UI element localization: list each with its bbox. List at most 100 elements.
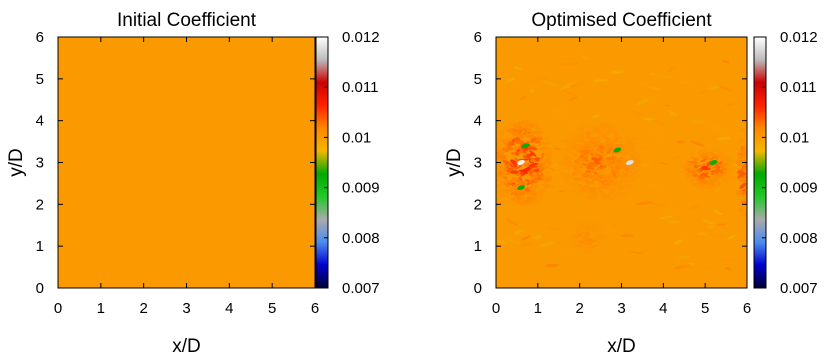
heatmap-blob [581,188,586,193]
heatmap-streak [647,87,663,91]
heatmap-blob [564,123,573,130]
heatmap-blob [606,157,612,161]
heatmap-blob [700,172,709,177]
heatmap-blob [720,183,726,186]
colorbar-tick-label: 0.012 [342,29,380,46]
heatmap-streak [546,227,564,230]
heatmap-blob [621,144,626,149]
heatmap-blob [613,139,618,144]
heatmap-blob [706,184,715,190]
heatmap-blob [682,164,689,169]
heatmap-blob [574,232,578,237]
heatmap-streak [595,81,605,87]
heatmap-blob [737,156,744,159]
chart-title: Initial Coefficient [117,10,257,31]
heatmap-blob [596,173,605,179]
heatmap-blob [537,171,542,176]
y-tick-label: 2 [474,196,482,213]
heatmap-blob [529,150,537,157]
heatmap-blob [540,141,549,149]
heatmap-blob [719,170,724,174]
x-tick-label: 2 [575,300,583,317]
heatmap-streak [722,60,730,64]
heatmap-blob [700,175,704,180]
heatmap-blob [575,250,583,259]
heatmap-blob [544,175,553,182]
heatmap-blob [612,175,618,179]
heatmap-blob [597,122,608,129]
heatmap-blob [604,140,612,145]
heatmap-blob [565,137,574,142]
colorbar-tick-label: 0.012 [780,29,818,46]
heatmap-blob [739,209,747,214]
heatmap-blob [739,182,747,189]
heatmap-blob [626,170,631,175]
heatmap-streak [611,223,618,228]
heatmap-blob [726,149,731,154]
heatmap-streak [615,261,624,265]
heatmap-blob [624,151,629,156]
heatmap-blob [713,154,719,157]
heatmap-blob [631,180,638,184]
heatmap-blob [502,147,510,152]
heatmap-blob [522,201,529,205]
heatmap-blob [634,168,639,173]
heatmap-blob [581,162,589,167]
heatmap-blob [515,140,525,145]
heatmap-blob [628,171,637,177]
heatmap-blob [742,174,747,181]
heatmap-blob [623,166,630,172]
heatmap-blob [587,174,596,179]
heatmap-blob [574,235,582,239]
heatmap-blob [508,185,516,193]
heatmap-blob [717,149,722,154]
heatmap-blob [570,224,577,228]
heatmap-blob [541,153,545,158]
heatmap-streak [711,106,726,114]
heatmap-blob [496,179,504,183]
heatmap-blob [496,174,504,177]
heatmap-streak [577,267,588,272]
heatmap-blob [594,244,598,247]
heatmap-blob [512,123,521,129]
heatmap-blob [533,168,540,173]
heatmap-blob [624,126,628,130]
heatmap-blob [737,173,746,179]
heatmap-blob [623,185,633,190]
heatmap-blob [601,228,608,233]
heatmap-blob [577,224,587,230]
colorbar-tick-label: 0.01 [342,129,371,146]
heatmap-blob [576,228,581,233]
heatmap-blob [611,193,617,198]
heatmap-blob [496,166,500,172]
heatmap-blob [566,193,573,197]
heatmap-blob [723,156,730,161]
chart-title: Optimised Coefficient [531,10,712,31]
heatmap-streak [514,229,524,235]
heatmap-blob [628,174,634,181]
heatmap-blob [573,186,577,189]
heatmap-blob [514,151,520,156]
heatmap-streak [561,61,579,66]
heatmap-blob [591,230,598,233]
heatmap-blob [716,182,722,186]
y-tick-label: 6 [36,29,44,46]
heatmap-blob [536,193,545,200]
heatmap-blob [544,131,551,136]
heatmap-blob [536,136,543,142]
heatmap-blob [621,171,625,175]
heatmap-blob [696,185,705,189]
heatmap-streak [638,249,650,254]
heatmap-blob [582,236,593,242]
heatmap-blob [565,161,571,164]
y-axis-label: y/D [6,148,27,177]
heatmap-blob [740,145,745,150]
y-tick-label: 0 [474,280,482,297]
y-tick-label: 3 [474,155,482,172]
heatmap-streak [581,54,590,60]
heatmap-streak [551,110,568,114]
heatmap-field [58,37,315,288]
heatmap-streak [544,263,560,268]
heatmap-blob [546,163,552,168]
heatmap-streak [506,77,516,83]
